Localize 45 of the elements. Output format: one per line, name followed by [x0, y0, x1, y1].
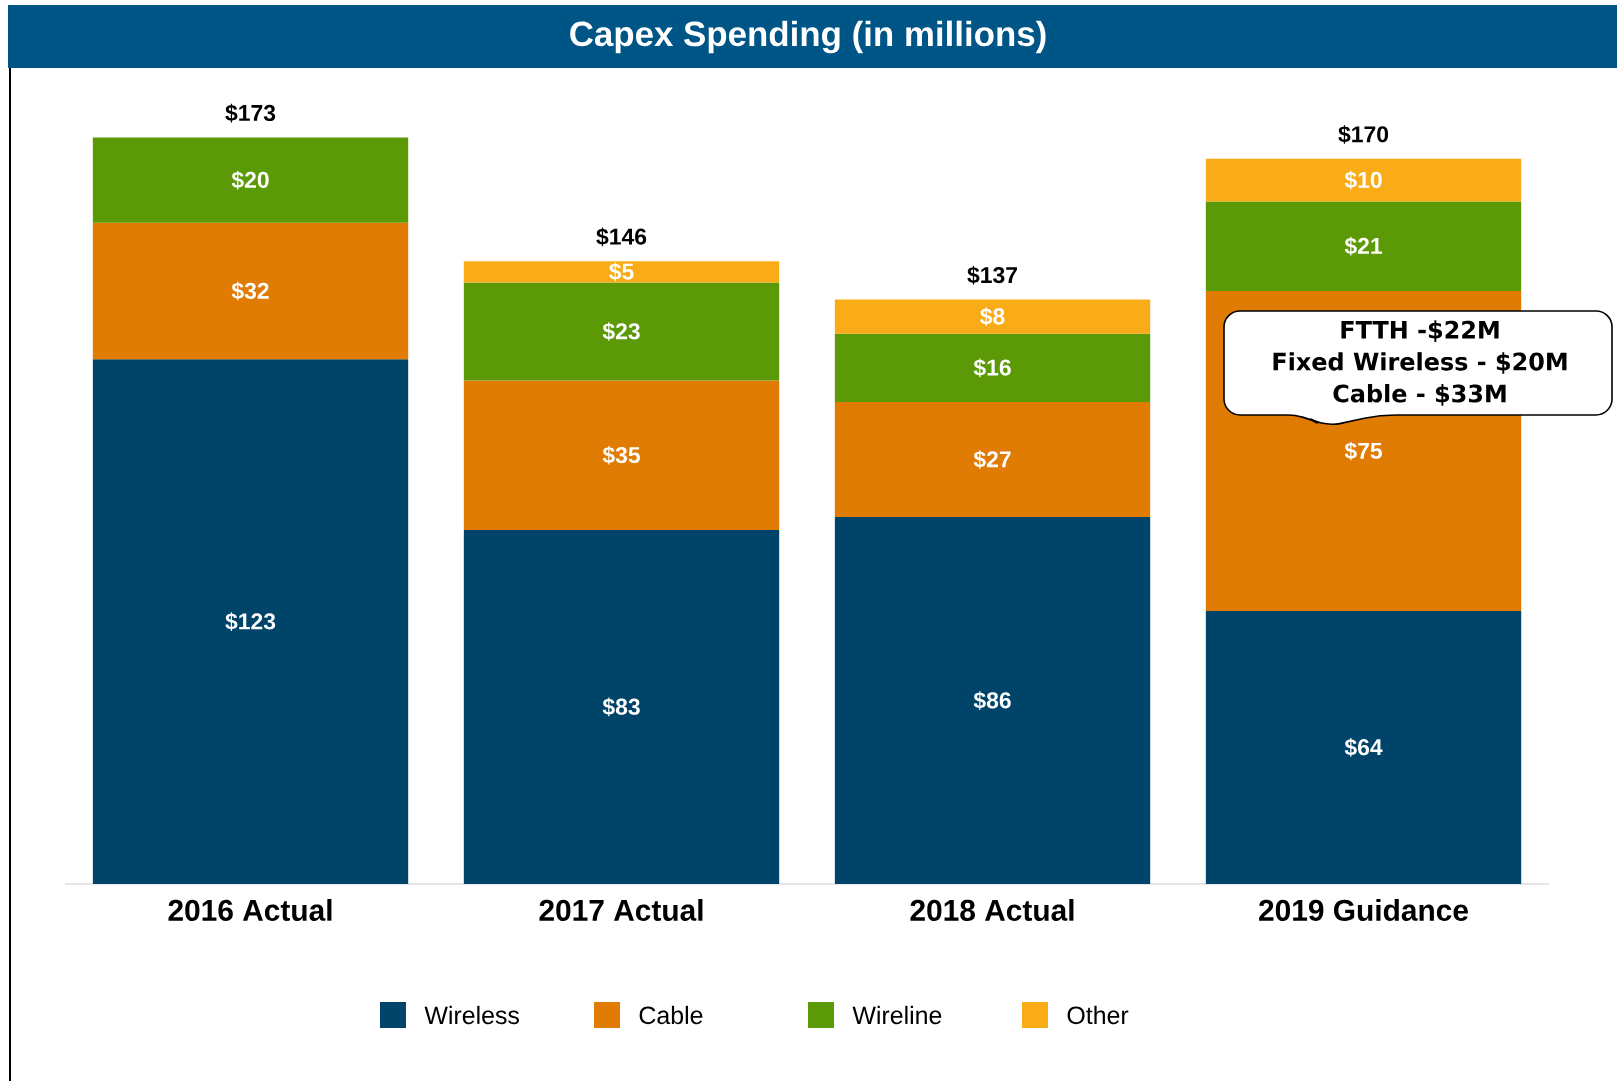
bar	[463, 282, 780, 381]
legend-label: Wireline	[852, 1005, 942, 1025]
bar	[463, 261, 780, 283]
total-label: $170	[1338, 125, 1389, 144]
bar	[463, 380, 780, 530]
bar	[92, 222, 409, 360]
total-label: $137	[967, 265, 1017, 285]
data-label: $83	[602, 697, 640, 717]
bar	[834, 517, 1151, 884]
x-tick-label: 2019 Guidance	[1259, 899, 1468, 921]
data-label: $75	[1344, 441, 1382, 461]
data-label: $16	[973, 358, 1011, 378]
bar	[834, 333, 1151, 402]
data-label: $20	[231, 170, 269, 190]
legend-label: Cable	[639, 1005, 703, 1025]
annotation: Fixed Wireless - $20M	[1273, 352, 1567, 374]
bar	[92, 137, 409, 223]
chart-title: Capex Spending (in millions)	[570, 20, 1046, 54]
legend-label: Wireless	[424, 1005, 519, 1025]
data-label: $86	[973, 691, 1011, 710]
x-tick-label: 2016 Actual	[168, 899, 332, 921]
data-label: $35	[602, 445, 640, 465]
bar	[1205, 158, 1522, 202]
x-tick-label: 2018 Actual	[910, 899, 1074, 921]
data-label: $32	[231, 281, 269, 301]
data-label: $8	[980, 307, 1005, 326]
annotation: FTTH -$22M	[1341, 320, 1499, 342]
data-label: $64	[1344, 738, 1383, 757]
bar	[834, 401, 1151, 518]
data-label: $23	[602, 322, 640, 341]
data-label: $123	[225, 612, 276, 631]
bar	[834, 299, 1151, 334]
annotation: Cable - $33M	[1333, 384, 1506, 406]
data-label: $27	[973, 450, 1011, 469]
data-label: $10	[1344, 170, 1382, 190]
bar	[1205, 201, 1522, 291]
legend-label: Other	[1067, 1005, 1129, 1025]
bar	[1205, 610, 1522, 884]
data-label: $21	[1344, 236, 1382, 256]
total-label: $146	[596, 227, 647, 247]
bar	[463, 529, 780, 884]
data-label: $5	[609, 262, 634, 282]
bar	[92, 359, 409, 884]
x-tick-label: 2017 Actual	[539, 899, 703, 921]
total-label: $173	[225, 103, 276, 123]
